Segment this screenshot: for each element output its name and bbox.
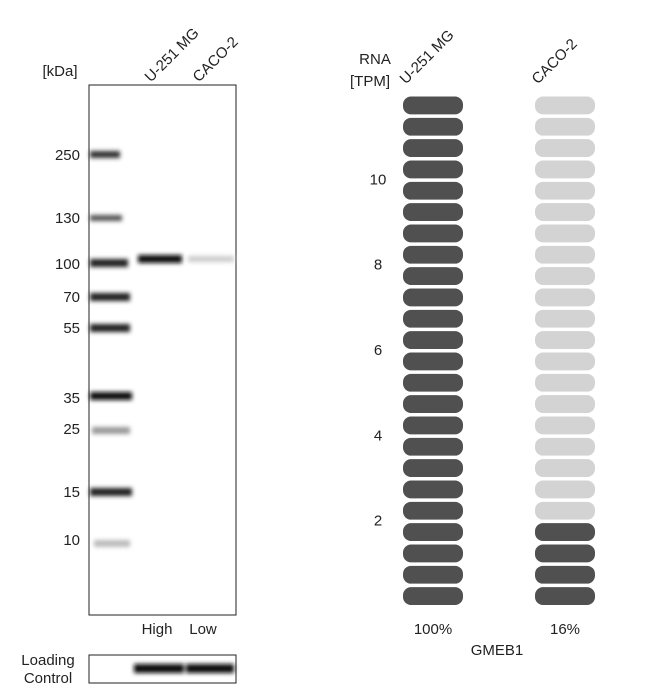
rna-segment [403,544,463,563]
y-tick-label: 4 [374,427,382,444]
rna-segment [535,565,595,584]
rna-segment [535,544,595,563]
x-label: GMEB1 [471,642,524,659]
rna-segment [403,395,463,413]
rna-segment [535,501,595,520]
category-label: CACO-2 [529,36,581,88]
rna-segment [403,459,463,477]
rna-segment [403,416,463,435]
marker-label: 130 [55,210,80,227]
rna-segment [535,309,595,328]
rna-segment [535,523,595,541]
rna-segment [403,587,463,605]
rna-segment [535,437,595,456]
rna-segment [403,565,463,584]
unit-label: [kDa] [42,63,77,80]
rna-segment [535,96,595,115]
rna-segment [535,352,595,371]
rna-segment [535,395,595,413]
rna-bar [535,96,595,605]
marker-label: 35 [63,390,80,407]
rna-segment [535,224,595,243]
rna-segment [535,160,595,179]
rna-segment [403,245,463,264]
rna-segment [535,288,595,307]
marker-label: 100 [55,256,80,273]
rna-segment [535,480,595,499]
rna-segment [403,352,463,371]
rna-segment [403,139,463,157]
rna-segment [403,181,463,200]
rna-segment [535,416,595,435]
loading-bands [134,664,234,673]
rna-segment [535,459,595,477]
rna-segment [535,181,595,200]
y-tick-label: 8 [374,257,382,274]
rna-segment [403,309,463,328]
rna-segment [403,501,463,520]
marker-label: 55 [63,320,80,337]
y-tick-label: 6 [374,342,382,359]
marker-label: 10 [63,532,80,549]
rna-segment [535,203,595,221]
y-tick-label: 10 [370,171,387,188]
marker-label: 70 [63,289,80,306]
rna-segment [403,160,463,179]
loading-label: Loading [21,652,74,669]
rna-segment [403,480,463,499]
marker-label: 15 [63,484,80,501]
y-label: RNA [359,51,391,68]
level-label: Low [189,621,217,638]
rna-segment [535,373,595,392]
rna-segment [535,331,595,349]
rna-segment [403,331,463,349]
rna-segment [403,203,463,221]
value-label: 100% [414,621,452,638]
blot-bands [90,151,234,547]
value-label: 16% [550,621,580,638]
rna-bar [403,96,463,605]
blot-frame [88,84,237,616]
rna-segment [403,117,463,136]
rna-segment [403,267,463,285]
rna-segment [403,523,463,541]
category-label: U-251 MG [397,27,458,88]
rna-segment [403,96,463,115]
rna-segment [403,288,463,307]
marker-label: 250 [55,147,80,164]
marker-label: 25 [63,421,80,438]
y-tick-label: 2 [374,513,382,530]
y-label: [TPM] [350,73,390,90]
rna-segment [403,224,463,243]
rna-segment [535,267,595,285]
rna-segment [535,587,595,605]
rna-segment [403,373,463,392]
rna-segment [535,139,595,157]
loading-label: Control [24,670,72,687]
level-label: High [142,621,173,638]
rna-segment [535,245,595,264]
rna-segment [403,437,463,456]
rna-segment [535,117,595,136]
